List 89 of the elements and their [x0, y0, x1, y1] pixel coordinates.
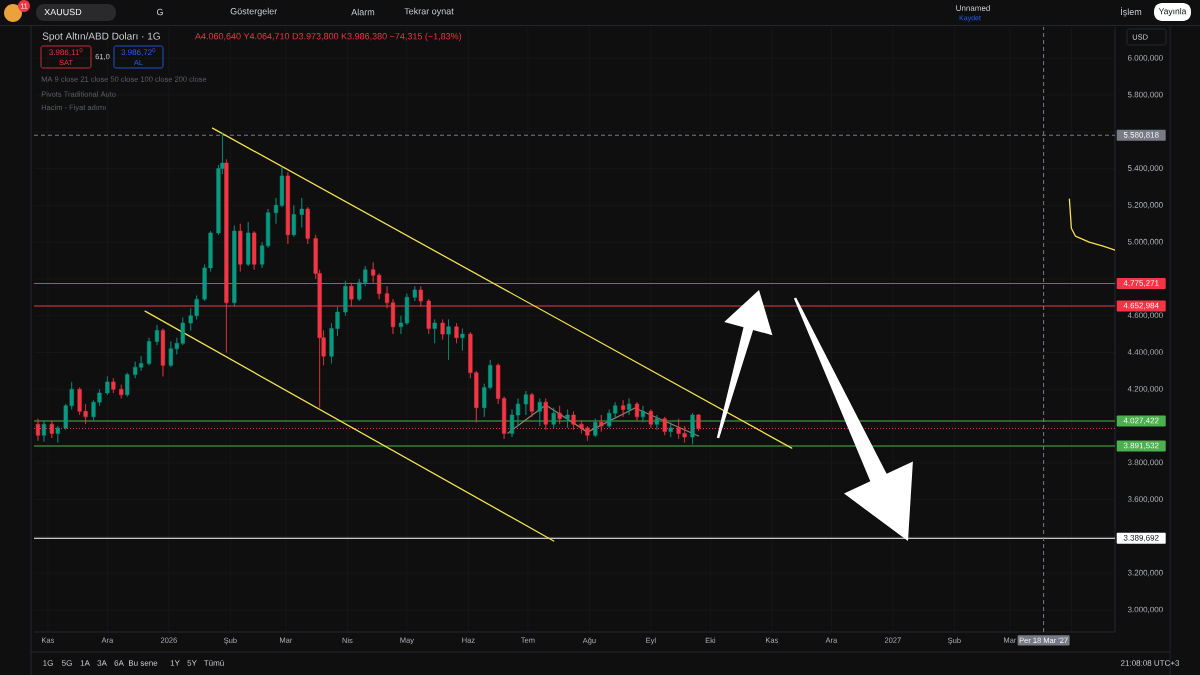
- candlestick: [146, 337, 152, 366]
- candlestick: [626, 398, 632, 416]
- candlestick: [440, 319, 445, 340]
- text: Bu sene: [128, 660, 158, 666]
- chart-title: Spot Altın/ABD Doları · 1G: [42, 32, 160, 42]
- candlestick: [537, 398, 542, 427]
- candlestick: [343, 280, 348, 317]
- candlestick: [454, 322, 459, 344]
- y-tick-label: 4.600,000: [1127, 312, 1163, 319]
- y-tick-label: 5.800,000: [1127, 91, 1163, 99]
- candlestick: [305, 206, 310, 245]
- candlestick: [551, 407, 556, 429]
- text: 1A: [80, 660, 90, 666]
- y-tick-label: 6.000,000: [1127, 54, 1163, 62]
- text: XAUUSD: [44, 8, 82, 16]
- y-tick-label: 3.600,000: [1127, 496, 1163, 503]
- line-series: [1068, 198, 1116, 251]
- candlestick: [252, 230, 257, 271]
- candlestick: [634, 401, 640, 421]
- candlestick: [105, 376, 110, 396]
- candlestick: [154, 324, 160, 346]
- candlestick: [446, 319, 451, 361]
- text: İşlem: [1121, 7, 1142, 17]
- text: 1G: [43, 660, 53, 666]
- candlestick: [285, 171, 290, 245]
- candlestick: [291, 205, 296, 237]
- line-series: [507, 404, 700, 437]
- y-tick-label: 3.800,000: [1127, 459, 1163, 467]
- y-tick-label: 3.200,000: [1127, 569, 1163, 577]
- candlestick: [593, 418, 598, 438]
- ref-line-label: 4.027,422: [1123, 417, 1159, 425]
- candlestick: [246, 221, 251, 267]
- candlestick: [125, 372, 130, 397]
- text: 5G: [61, 660, 72, 666]
- ref-line-label: 5.580,818: [1123, 132, 1159, 139]
- text: 5Y: [187, 660, 197, 666]
- candlestick: [515, 398, 521, 427]
- text: 3A: [97, 660, 107, 666]
- text: Tümü: [203, 660, 224, 666]
- annotation: 3.986,72$^{0}$: [121, 47, 156, 57]
- y-tick-label: 5.400,000: [1127, 165, 1163, 172]
- candlestick: [640, 405, 646, 423]
- candlestick: [273, 197, 279, 225]
- text: Göstergeler: [230, 7, 278, 17]
- candlestick: [523, 390, 528, 416]
- candlestick: [690, 412, 695, 445]
- text: 21:08:08 UTC+3: [1120, 660, 1180, 666]
- candlestick: [55, 425, 60, 443]
- candlestick: [260, 241, 265, 269]
- y-tick-label: 4.400,000: [1127, 349, 1163, 356]
- y-tick-label: 5.200,000: [1127, 202, 1163, 209]
- y-tick-label: 4.200,000: [1127, 385, 1163, 393]
- candlestick: [565, 409, 570, 429]
- ref-line-label: 3.389,692: [1123, 534, 1159, 542]
- ref-line-label: 4.652,984: [1123, 302, 1159, 310]
- candlestick: [432, 319, 437, 344]
- candlestick: [238, 223, 243, 272]
- text: 6A: [114, 660, 124, 666]
- candlestick: [509, 409, 515, 438]
- candlestick: [654, 414, 659, 431]
- candlestick: [529, 392, 534, 418]
- text: G: [156, 8, 163, 16]
- candlestick: [232, 225, 237, 307]
- ref-line-label: 4.775,271: [1123, 280, 1159, 287]
- candlestick: [668, 422, 673, 438]
- candlestick: [265, 208, 271, 248]
- candlestick: [621, 400, 626, 418]
- text: Yayınla: [1158, 8, 1187, 16]
- candlestick: [662, 416, 667, 436]
- text: A4.060,640 Y4.064,710 D3.973,800 K3.986,380 −74,315 (−1,83%): [195, 32, 462, 42]
- ref-line-label: 3.891,532: [1123, 442, 1159, 450]
- candlestick: [111, 377, 116, 394]
- candlestick: [412, 285, 417, 302]
- text: Unnamed: [956, 5, 990, 11]
- text: Tekrar oynat: [404, 7, 454, 17]
- candlestick: [557, 405, 562, 425]
- candlestick: [160, 328, 166, 377]
- y-tick-label: 5.000,000: [1127, 238, 1163, 246]
- candlestick: [299, 197, 304, 228]
- y-tick-label: 3.000,000: [1127, 606, 1163, 614]
- annotation: 3.986,11$^{0}$: [49, 47, 83, 57]
- candlestick: [279, 166, 285, 208]
- candlestick: [49, 420, 54, 439]
- candlestick: [543, 398, 548, 431]
- text: Alarm: [351, 8, 375, 16]
- candlestick: [460, 328, 465, 351]
- candlestick: [119, 384, 124, 399]
- text: 1Y: [170, 660, 180, 666]
- candlestick: [41, 420, 46, 442]
